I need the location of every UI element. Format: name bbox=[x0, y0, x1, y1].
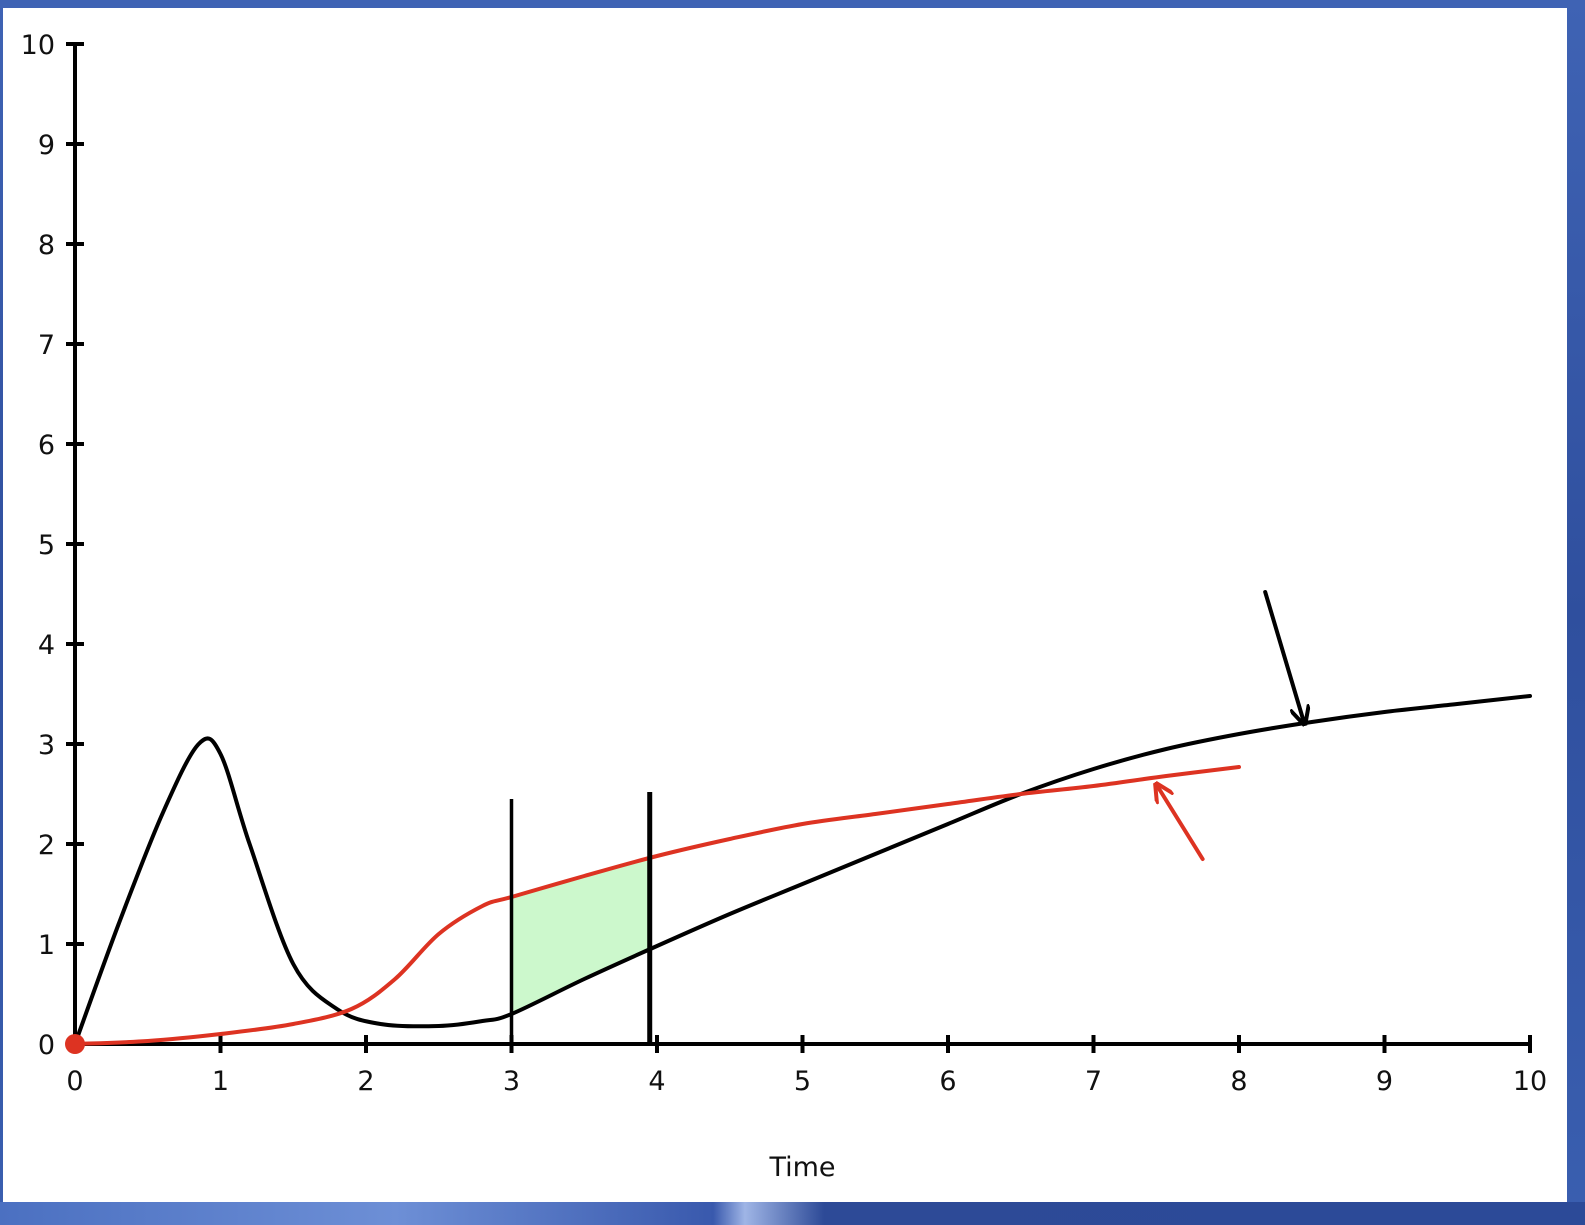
x-tick-label: 7 bbox=[1085, 1066, 1102, 1097]
overlay-layer bbox=[65, 792, 653, 1054]
red-annotation-arrow bbox=[1156, 784, 1205, 861]
axes: 0 1 2 3 4 5 6 7 8 9 10 0 1 2 3 4 5 6 7 8 9 10 bbox=[21, 30, 1548, 1097]
x-tick-label: 5 bbox=[794, 1066, 811, 1097]
black-annotation-arrow bbox=[1263, 590, 1304, 724]
x-tick-label: 0 bbox=[66, 1066, 83, 1097]
series-line-red bbox=[73, 765, 1241, 1046]
y-tick-label: 2 bbox=[38, 830, 55, 861]
annotation-layer bbox=[1156, 590, 1304, 861]
x-tick-label: 3 bbox=[503, 1066, 520, 1097]
y-tick-label: 3 bbox=[38, 730, 55, 761]
y-tick-label: 1 bbox=[38, 930, 55, 961]
series-line-black bbox=[73, 694, 1532, 1046]
x-tick-label: 2 bbox=[357, 1066, 374, 1097]
y-tick-label: 7 bbox=[38, 330, 55, 361]
x-tick-label: 8 bbox=[1230, 1066, 1247, 1097]
origin-marker bbox=[65, 1034, 85, 1054]
series-layer bbox=[73, 694, 1532, 1046]
x-tick-label: 4 bbox=[648, 1066, 665, 1097]
y-tick-label: 9 bbox=[38, 130, 55, 161]
y-tick-label: 8 bbox=[38, 230, 55, 261]
x-axis-label: Time bbox=[768, 1152, 835, 1183]
shaded-region bbox=[511, 858, 650, 1014]
x-tick-label: 10 bbox=[1513, 1066, 1547, 1097]
chart-panel bbox=[3, 8, 1567, 1202]
y-tick-label: 0 bbox=[38, 1030, 55, 1061]
x-tick-label: 1 bbox=[212, 1066, 229, 1097]
y-tick-label: 6 bbox=[38, 430, 55, 461]
x-tick-label: 6 bbox=[939, 1066, 956, 1097]
shaded-region-layer bbox=[511, 858, 650, 1014]
desktop-band bbox=[0, 1202, 1585, 1225]
y-tick-label: 4 bbox=[38, 630, 55, 661]
x-tick-label: 9 bbox=[1376, 1066, 1393, 1097]
y-tick-label: 5 bbox=[38, 530, 55, 561]
y-tick-label: 10 bbox=[21, 30, 55, 61]
